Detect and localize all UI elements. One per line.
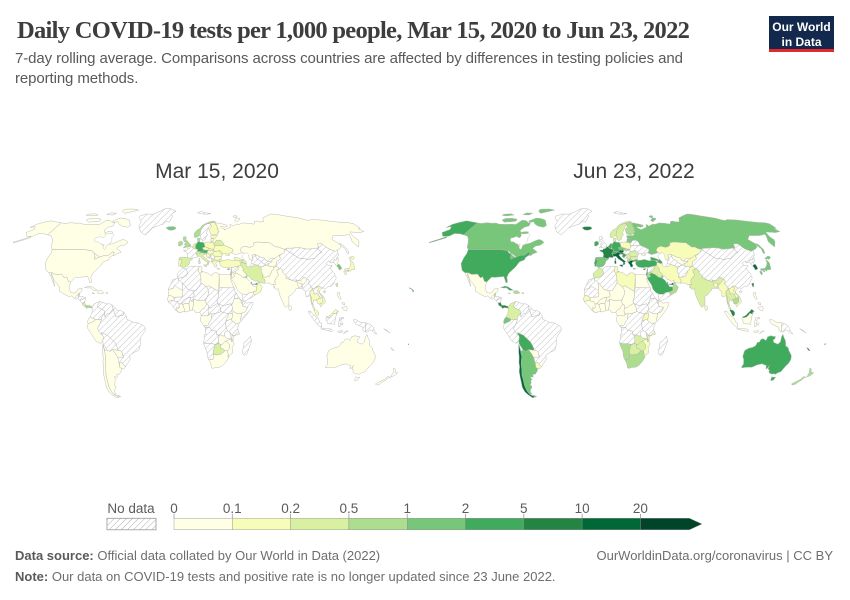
svg-text:0.5: 0.5 <box>340 501 359 516</box>
svg-text:20: 20 <box>633 501 648 516</box>
svg-text:1: 1 <box>403 501 411 516</box>
svg-text:5: 5 <box>520 501 528 516</box>
svg-text:0.2: 0.2 <box>281 501 300 516</box>
svg-text:10: 10 <box>575 501 590 516</box>
svg-text:0: 0 <box>170 501 178 516</box>
svg-text:0.1: 0.1 <box>223 501 242 516</box>
svg-text:No data: No data <box>107 501 155 516</box>
svg-text:2: 2 <box>462 501 470 516</box>
